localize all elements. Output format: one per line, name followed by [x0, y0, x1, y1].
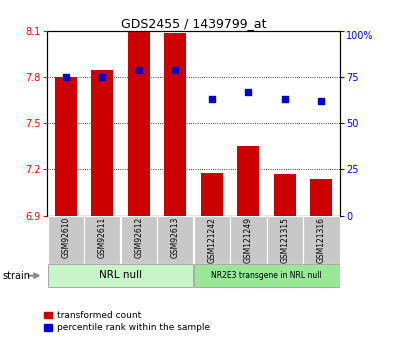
- Bar: [120, 216, 157, 264]
- Text: strain: strain: [2, 271, 30, 281]
- Text: GSM121316: GSM121316: [317, 217, 326, 263]
- Text: 100%: 100%: [346, 31, 373, 41]
- Text: GSM92612: GSM92612: [134, 217, 143, 258]
- Bar: [310, 179, 333, 216]
- Bar: [55, 77, 77, 216]
- Bar: [230, 216, 267, 264]
- Bar: [303, 216, 340, 264]
- Text: NRL null: NRL null: [99, 270, 142, 280]
- Text: GSM121249: GSM121249: [244, 217, 253, 263]
- Bar: [194, 265, 340, 287]
- Text: GSM92611: GSM92611: [98, 217, 107, 258]
- Bar: [157, 216, 194, 264]
- Bar: [91, 69, 113, 216]
- Bar: [47, 216, 84, 264]
- Text: GSM121242: GSM121242: [207, 217, 216, 263]
- Text: GSM121315: GSM121315: [280, 217, 290, 263]
- Point: [282, 97, 288, 102]
- Bar: [128, 31, 150, 216]
- Point: [209, 97, 215, 102]
- Point: [62, 75, 69, 80]
- Text: GSM92610: GSM92610: [61, 217, 70, 258]
- Text: NR2E3 transgene in NRL null: NR2E3 transgene in NRL null: [211, 271, 322, 280]
- Legend: transformed count, percentile rank within the sample: transformed count, percentile rank withi…: [44, 311, 210, 332]
- Bar: [237, 146, 260, 216]
- Point: [318, 98, 325, 104]
- Text: GSM92613: GSM92613: [171, 217, 180, 258]
- Bar: [47, 265, 194, 287]
- Bar: [267, 216, 303, 264]
- Title: GDS2455 / 1439799_at: GDS2455 / 1439799_at: [121, 17, 266, 30]
- Bar: [274, 174, 296, 216]
- Bar: [164, 32, 186, 216]
- Point: [245, 89, 252, 95]
- Bar: [84, 216, 120, 264]
- Point: [99, 75, 105, 80]
- Bar: [194, 216, 230, 264]
- Bar: [201, 172, 223, 216]
- Point: [135, 67, 142, 72]
- Point: [172, 67, 179, 72]
